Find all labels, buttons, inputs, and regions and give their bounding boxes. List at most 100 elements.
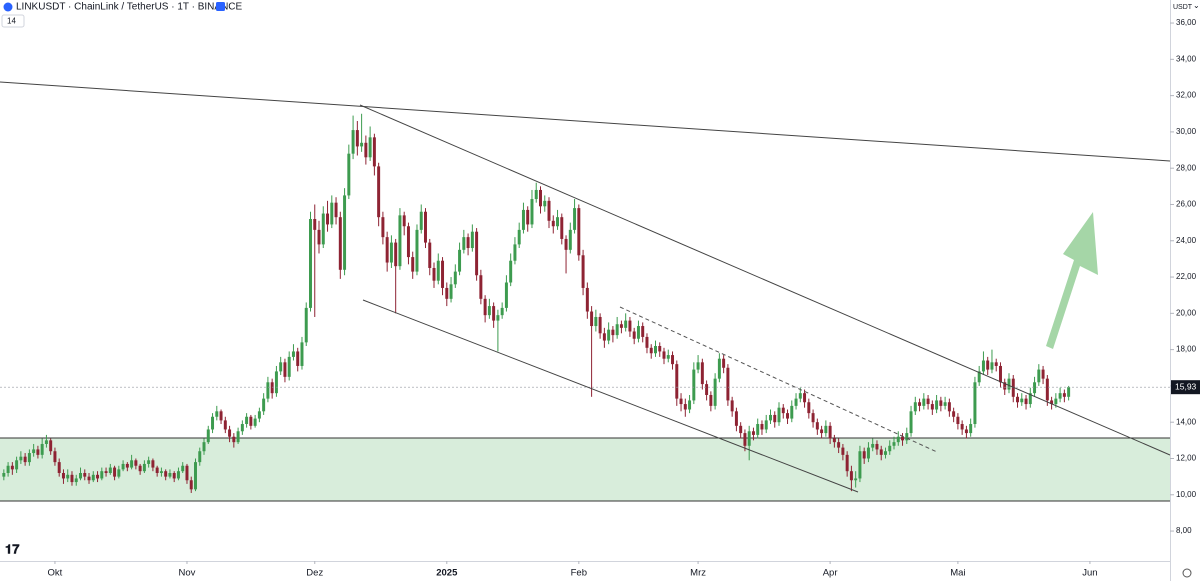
candle-body [986, 360, 990, 370]
candle-body [202, 442, 206, 452]
candle-body [419, 211, 423, 230]
candle-body [504, 282, 508, 308]
candle-body [875, 443, 879, 450]
candle-body [556, 217, 560, 227]
candle-body [756, 424, 760, 435]
candle-body [385, 237, 389, 263]
candle-body [232, 436, 236, 443]
status-icon[interactable] [216, 2, 225, 11]
candle-body [343, 195, 347, 270]
candle-body [411, 257, 415, 272]
candle-body [794, 398, 798, 406]
y-tick-label: 18,00 [1176, 345, 1197, 354]
candle-body [722, 358, 726, 368]
candle-body [803, 393, 807, 403]
candle-body [611, 329, 615, 336]
indicator-box[interactable] [1, 14, 25, 28]
candle-body [943, 402, 947, 406]
candle-body [1054, 398, 1058, 405]
candle-body [539, 189, 542, 207]
candle-body [768, 414, 772, 421]
candle-body [108, 467, 112, 474]
candle-body [355, 130, 359, 147]
candle-body [240, 424, 244, 432]
candle-body [1058, 393, 1062, 399]
settings-button[interactable] [1182, 568, 1192, 578]
x-tick-label: Nov [179, 568, 196, 579]
y-tick-label: 8,00 [1176, 526, 1192, 535]
candle-body [453, 271, 457, 285]
candle-body [270, 382, 274, 394]
candle-body [841, 447, 845, 455]
x-tick-label: Dez [306, 568, 323, 579]
candle-body [228, 429, 232, 437]
candle-body [287, 356, 291, 377]
candle-body [483, 298, 487, 316]
candle-body [91, 474, 95, 481]
candle-body [739, 425, 743, 434]
candle-body [125, 463, 129, 468]
candle-body [854, 478, 858, 481]
candle-body [636, 326, 640, 339]
candle-body [245, 416, 249, 425]
candle-body [935, 400, 939, 410]
candle-body [257, 411, 261, 419]
candle-body [159, 471, 163, 474]
candle-body [675, 364, 679, 399]
x-tick-label: Mai [950, 568, 965, 579]
price-axis [1170, 0, 1200, 581]
candle-body [581, 255, 585, 288]
y-tick-label: 36,00 [1176, 18, 1197, 27]
y-tick-label: 26,00 [1176, 200, 1197, 209]
candle-body [905, 433, 909, 441]
candle-body [696, 362, 700, 370]
candle-body [1045, 378, 1049, 401]
y-tick-label: 24,00 [1176, 236, 1197, 245]
candle-body [1007, 378, 1011, 390]
candle-body [172, 473, 176, 479]
settings-icon[interactable]: ⌄ [1193, 1, 1200, 10]
candle-body [1041, 369, 1045, 379]
candle-body [402, 215, 406, 227]
candle-body [786, 413, 790, 419]
candle-body [969, 424, 973, 434]
candle-body [879, 449, 883, 455]
candle-body [313, 218, 317, 230]
candle-body [1050, 400, 1054, 405]
candle-body [598, 316, 602, 334]
candle-body [44, 440, 48, 444]
candle-body [19, 456, 23, 461]
candle-body [138, 465, 142, 472]
candle-body [590, 311, 594, 327]
candle-body [832, 438, 836, 443]
candle-body [330, 202, 334, 225]
candle-body [326, 213, 330, 225]
candle-body [998, 365, 1002, 383]
candle-body [206, 429, 210, 443]
candle-body [32, 449, 36, 454]
y-tick-label: 28,00 [1176, 163, 1197, 172]
x-tick-label: Feb [571, 568, 587, 579]
candle-body [534, 189, 538, 200]
candle-body [347, 153, 351, 196]
candle-body [824, 425, 828, 434]
candle-body [977, 371, 981, 383]
candle-body [849, 471, 853, 481]
candle-body [424, 211, 427, 243]
candle-body [262, 398, 266, 412]
candle-body [807, 402, 811, 414]
candle-body [811, 413, 815, 423]
candle-body [100, 471, 104, 479]
candle-body [1003, 382, 1007, 390]
candle-body [57, 462, 61, 474]
candle-body [1028, 393, 1032, 405]
candle-body [913, 402, 917, 412]
candle-body [990, 362, 994, 370]
candle-body [705, 384, 709, 395]
price-tag-label: 15,93 [1175, 381, 1197, 391]
candle-body [49, 440, 53, 452]
candle-body [866, 447, 870, 459]
candle-body [168, 473, 172, 477]
candle-body [253, 418, 257, 426]
candle-body [53, 451, 57, 463]
